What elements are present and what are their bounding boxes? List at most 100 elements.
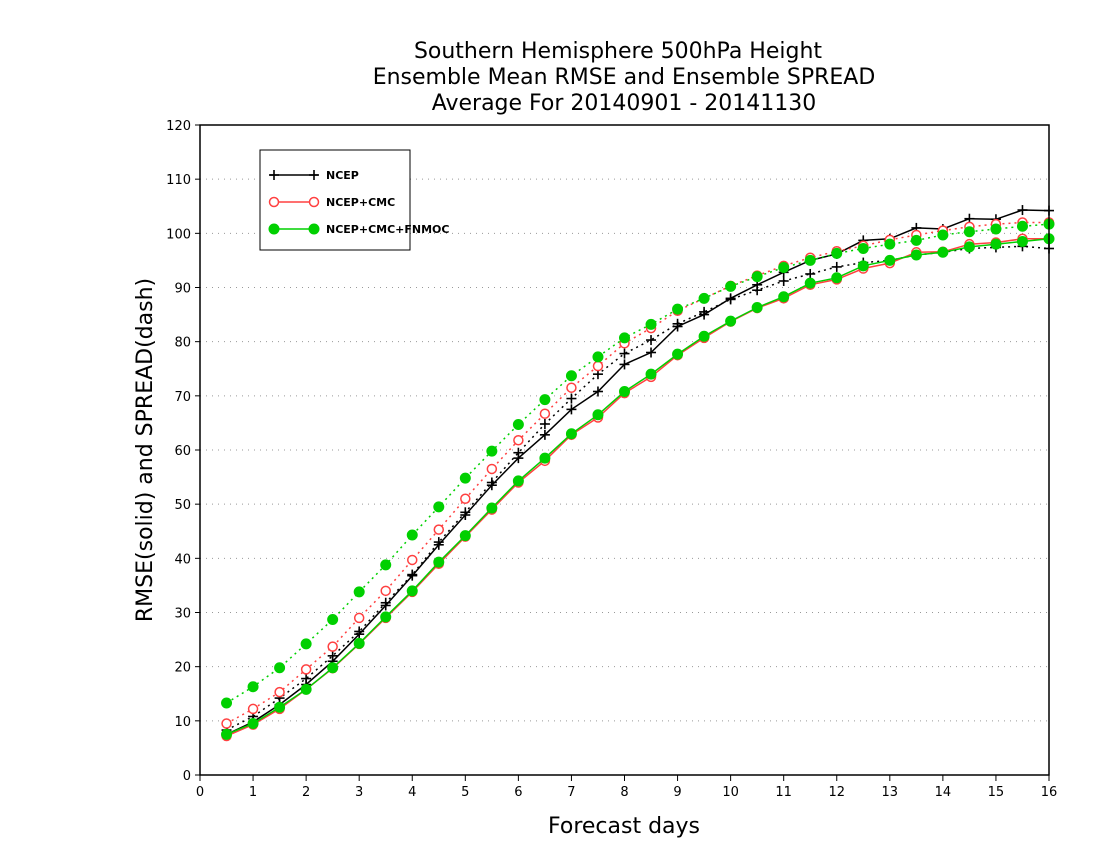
series-2-spread-point-13	[565, 370, 577, 382]
series-1-spread-point-0	[221, 718, 232, 729]
series-2-spread-point-15	[619, 332, 630, 344]
series-2-rmse-point-27	[937, 246, 949, 258]
series-2-rmse-point-17	[672, 348, 684, 360]
x-tick-label-5: 5	[461, 785, 469, 800]
legend-marker-right-0	[309, 170, 319, 180]
legend: NCEP NCEP+CMC NCEP+CMC+FNMOC	[259, 149, 449, 251]
series-2-spread-point-25	[884, 238, 896, 250]
x-tick-label-9: 9	[673, 785, 681, 800]
series-2-rmse-point-5	[353, 637, 365, 649]
series-2-spread-point-16	[645, 318, 657, 330]
y-tick-label-0: 0	[183, 769, 191, 784]
series-2-rmse-point-10	[486, 502, 498, 514]
series-2-rmse-point-22	[804, 277, 816, 289]
series-1-spread-point-2	[274, 686, 285, 698]
y-tick-label-3: 30	[174, 607, 191, 622]
y-tick-label-2: 20	[174, 661, 191, 676]
series-2-spread-point-30	[1016, 220, 1028, 232]
series-2-spread-point-12	[539, 394, 551, 406]
series-2-spread-point-28	[963, 226, 975, 238]
series-lines	[221, 205, 1055, 742]
series-1-spread-point-9	[460, 493, 471, 504]
series-2-spread-point-19	[725, 280, 737, 292]
series-2-rmse-point-28	[963, 241, 975, 253]
y-axis-label: RMSE(solid) and SPREAD(dash)	[133, 278, 158, 622]
series-2-rmse-point-6	[380, 611, 392, 623]
chart-title: Southern Hemisphere 500hPa Height Ensemb…	[373, 39, 876, 116]
series-2-rmse-point-1	[247, 718, 259, 730]
series-2-rmse-point-16	[645, 368, 657, 380]
series-2-spread-point-8	[433, 501, 445, 513]
x-tick-label-15: 15	[988, 785, 1005, 800]
legend-label-2: NCEP+CMC+FNMOC	[326, 223, 449, 236]
series-1-spread-point-8	[433, 524, 445, 535]
series-2-spread-point-23	[831, 247, 843, 259]
series-2-rmse-point-7	[406, 585, 418, 597]
series-0-spread-point-16	[646, 335, 657, 346]
series-0-rmse-point-7	[407, 570, 418, 581]
x-tick-label-4: 4	[408, 785, 416, 800]
series-2-spread-point-14	[592, 351, 604, 363]
series-0	[221, 205, 1054, 740]
series-2-rmse-point-0	[221, 728, 233, 740]
series-0-spread-point-13	[566, 393, 577, 404]
series-2-spread-point-9	[459, 472, 471, 484]
series-0-rmse-point-15	[619, 359, 630, 370]
y-tick-label-4: 40	[174, 552, 191, 567]
x-tick-label-3: 3	[355, 785, 363, 800]
series-2-rmse-point-23	[831, 272, 843, 284]
series-0-rmse-point-5	[354, 629, 365, 640]
series-0-rmse-point-13	[566, 404, 577, 415]
legend-marker-right-1	[308, 196, 320, 208]
series-2-spread-point-20	[751, 271, 763, 283]
series-2-spread-point-3	[300, 638, 312, 650]
series-0-rmse-point-9	[460, 510, 471, 520]
series-2-rmse-point-11	[512, 475, 524, 487]
series-0-spread-point-23	[831, 261, 842, 272]
series-2-rmse-point-12	[539, 452, 551, 464]
series-0-spread-point-15	[619, 348, 630, 359]
series-2-spread-point-5	[353, 586, 365, 598]
y-tick-label-9: 90	[174, 282, 191, 297]
legend-marker-left-2	[268, 223, 280, 235]
series-0-rmse-point-6	[380, 600, 391, 611]
y-tick-label-5: 50	[174, 498, 191, 513]
series-2-rmse-point-19	[725, 315, 737, 327]
series-0-rmse-point-11	[513, 453, 524, 464]
x-tick-label-16: 16	[1041, 785, 1058, 800]
series-2-rmse-point-30	[1016, 235, 1028, 247]
series-1	[221, 217, 1055, 742]
y-tick-label-12: 120	[166, 119, 191, 134]
series-0-rmse-point-12	[539, 429, 550, 440]
series-1-spread-point-14	[592, 360, 604, 372]
series-2-rmse-point-3	[300, 683, 312, 695]
y-tick-label-11: 110	[166, 173, 191, 188]
series-2-rmse-point-4	[327, 662, 339, 674]
series-2-spread-point-29	[990, 223, 1002, 235]
series-2-spread-point-7	[406, 529, 418, 541]
series-2-spread-point-26	[910, 234, 922, 246]
series-2-rmse-point-14	[592, 409, 604, 421]
series-0-rmse-point-10	[486, 480, 497, 491]
series-1-spread-point-11	[513, 435, 524, 446]
series-0-rmse-point-16	[646, 347, 657, 358]
series-2-spread-point-18	[698, 292, 710, 304]
x-tick-label-6: 6	[514, 785, 522, 800]
series-1-spread-point-7	[407, 554, 418, 566]
x-tick-label-11: 11	[775, 785, 792, 800]
y-tick-label-8: 80	[174, 336, 191, 351]
series-1-rmse-line	[226, 238, 1049, 737]
legend-label-1: NCEP+CMC	[326, 196, 395, 209]
title-line-3: Average For 20140901 - 20141130	[432, 91, 817, 116]
series-1-spread-point-3	[300, 664, 312, 675]
series-1-spread-point-12	[539, 408, 551, 419]
series-1-spread-point-6	[380, 585, 391, 597]
series-2-rmse-point-15	[619, 386, 630, 397]
title-line-1: Southern Hemisphere 500hPa Height	[414, 39, 822, 64]
series-0-rmse-line	[226, 209, 1050, 736]
series-2-rmse-point-9	[459, 530, 471, 542]
series-1-spread-line	[226, 221, 1049, 725]
series-2-spread-point-27	[937, 229, 949, 241]
